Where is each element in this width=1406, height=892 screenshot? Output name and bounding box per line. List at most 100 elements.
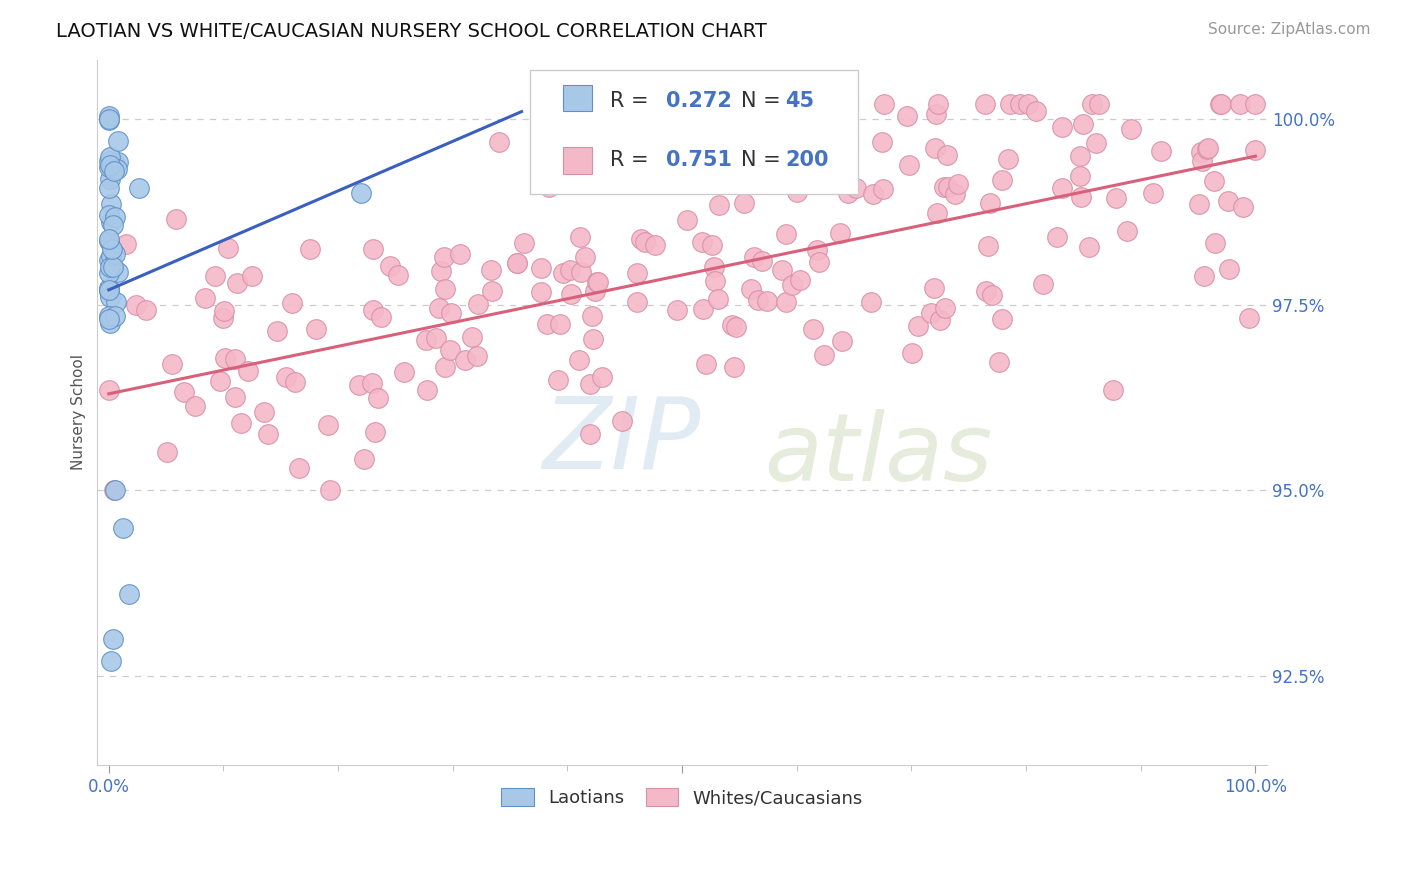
Point: [801, 321, 824, 335]
Point: [427, 301, 450, 316]
Point: [860, 295, 883, 310]
Point: [1237, 310, 1260, 325]
Point: [538, 180, 561, 194]
Point: [631, 138, 654, 153]
Point: [981, 287, 1004, 301]
Point: [107, 154, 129, 169]
Text: 45: 45: [785, 91, 814, 112]
Point: [453, 353, 475, 368]
Point: [943, 186, 966, 201]
Point: [979, 196, 1001, 211]
Point: [695, 357, 717, 371]
Point: [1101, 384, 1123, 398]
Point: [1046, 230, 1069, 244]
Text: N =: N =: [741, 150, 780, 169]
Point: [363, 425, 385, 439]
Point: [367, 391, 389, 405]
Point: [1218, 194, 1240, 208]
Point: [1209, 97, 1232, 112]
Point: [100, 171, 122, 186]
Point: [125, 298, 148, 312]
Point: [305, 322, 328, 336]
Point: [479, 263, 502, 277]
Point: [100, 215, 122, 229]
Point: [440, 305, 463, 319]
Point: [183, 399, 205, 413]
Point: [415, 383, 437, 397]
Point: [700, 238, 723, 252]
Point: [481, 284, 503, 298]
Point: [100, 654, 122, 668]
Point: [506, 256, 529, 270]
Point: [630, 232, 652, 246]
Point: [236, 364, 259, 378]
Point: [231, 416, 253, 430]
Text: Source: ZipAtlas.com: Source: ZipAtlas.com: [1208, 22, 1371, 37]
Point: [901, 346, 924, 360]
Text: LAOTIAN VS WHITE/CAUCASIAN NURSERY SCHOOL CORRELATION CHART: LAOTIAN VS WHITE/CAUCASIAN NURSERY SCHOO…: [56, 22, 768, 41]
Point: [98, 310, 121, 324]
Point: [101, 243, 124, 257]
Point: [415, 334, 437, 348]
Point: [831, 334, 853, 348]
Point: [240, 268, 263, 283]
Point: [651, 134, 673, 148]
Point: [160, 358, 183, 372]
Point: [1150, 144, 1173, 158]
Point: [128, 181, 150, 195]
Point: [98, 312, 121, 326]
Point: [225, 276, 247, 290]
Point: [266, 324, 288, 338]
Point: [156, 445, 179, 459]
FancyBboxPatch shape: [562, 85, 592, 112]
Point: [1071, 118, 1094, 132]
Point: [212, 304, 235, 318]
Point: [568, 352, 591, 367]
Point: [98, 150, 121, 164]
Point: [118, 587, 141, 601]
Point: [111, 520, 134, 534]
Point: [488, 135, 510, 149]
Point: [394, 364, 416, 378]
Point: [775, 294, 797, 309]
Point: [370, 310, 392, 324]
Point: [1197, 142, 1219, 156]
Point: [274, 370, 297, 384]
Point: [707, 292, 730, 306]
Point: [936, 148, 959, 162]
Point: [430, 263, 453, 277]
Point: [747, 293, 769, 307]
Point: [808, 255, 831, 269]
Point: [974, 97, 997, 112]
Point: [97, 113, 120, 128]
Point: [1119, 121, 1142, 136]
Point: [872, 136, 894, 150]
Point: [194, 292, 217, 306]
Legend: Laotians, Whites/Caucasians: Laotians, Whites/Caucasians: [492, 779, 872, 816]
Point: [780, 278, 803, 293]
Point: [104, 309, 127, 323]
Point: [1025, 104, 1047, 119]
Point: [775, 148, 797, 162]
Point: [1070, 190, 1092, 204]
Point: [211, 311, 233, 326]
Text: 0.272: 0.272: [666, 91, 731, 112]
Point: [256, 427, 278, 442]
Point: [582, 332, 605, 346]
Point: [204, 268, 226, 283]
Point: [721, 318, 744, 332]
Point: [103, 163, 125, 178]
Point: [1243, 143, 1265, 157]
Point: [378, 260, 401, 274]
Point: [927, 97, 949, 112]
Point: [581, 309, 603, 323]
Point: [363, 302, 385, 317]
Text: 0.751: 0.751: [666, 150, 731, 169]
Point: [586, 275, 609, 289]
Point: [387, 268, 409, 282]
Point: [1069, 149, 1091, 163]
Point: [434, 360, 457, 375]
Point: [775, 227, 797, 241]
Point: [449, 246, 471, 260]
Point: [560, 286, 582, 301]
